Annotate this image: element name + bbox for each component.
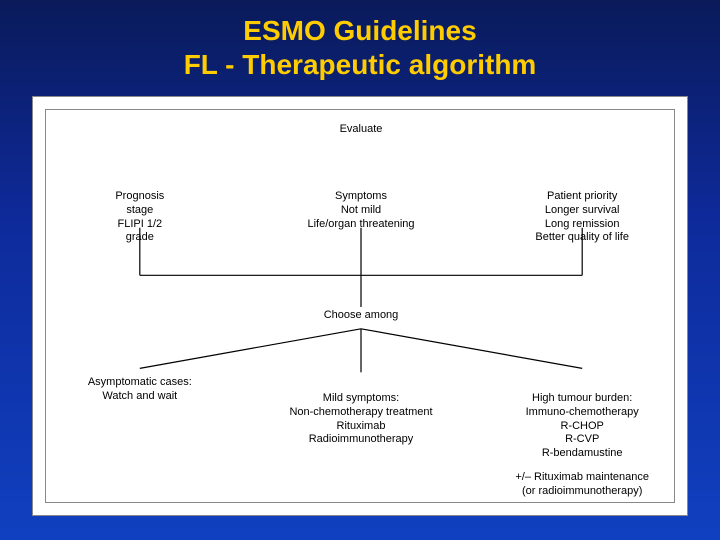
node-choose: Choose among	[251, 309, 471, 323]
node-maintenance: +/– Rituximab maintenance (or radioimmun…	[472, 471, 692, 499]
node-evaluate: Evaluate	[251, 123, 471, 137]
node-high: High tumour burden: Immuno-chemotherapy …	[472, 392, 692, 461]
slide: ESMO Guidelines FL - Therapeutic algorit…	[0, 0, 720, 540]
node-mild: Mild symptoms: Non-chemotherapy treatmen…	[251, 392, 471, 447]
node-priority: Patient priority Longer survival Long re…	[472, 190, 692, 245]
node-symptoms: Symptoms Not mild Life/organ threatening	[251, 190, 471, 231]
title-line-2: FL - Therapeutic algorithm	[0, 48, 720, 82]
title-line-1: ESMO Guidelines	[0, 14, 720, 48]
chart-panel: Evaluate Prognosis stage FLIPI 1/2 gradeS…	[32, 96, 688, 516]
node-asymptomatic: Asymptomatic cases: Watch and wait	[30, 376, 250, 404]
slide-title: ESMO Guidelines FL - Therapeutic algorit…	[0, 0, 720, 81]
node-prognosis: Prognosis stage FLIPI 1/2 grade	[30, 190, 250, 245]
